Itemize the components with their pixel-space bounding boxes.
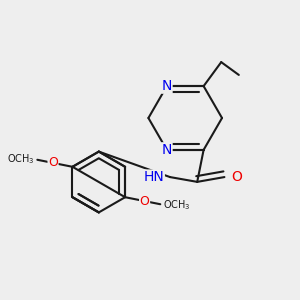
Text: O: O [48,156,58,170]
Text: O: O [140,195,149,208]
Text: N: N [162,79,172,93]
Text: OCH$_3$: OCH$_3$ [163,198,190,212]
Text: HN: HN [143,170,164,184]
Text: N: N [162,143,172,157]
Text: O: O [232,170,242,184]
Text: OCH$_3$: OCH$_3$ [7,152,35,166]
